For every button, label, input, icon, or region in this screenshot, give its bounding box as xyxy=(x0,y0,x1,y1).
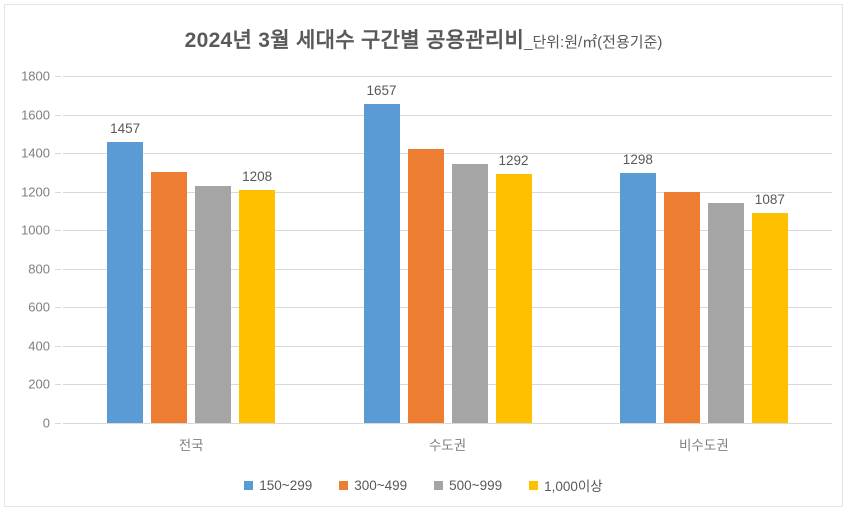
bar[interactable] xyxy=(407,148,444,423)
legend-label: 300~499 xyxy=(354,477,408,493)
y-axis-tick xyxy=(55,423,61,424)
chart-title: 2024년 3월 세대수 구간별 공용관리비_단위:원/㎡(전용기준) xyxy=(5,24,842,54)
bar-value-label: 1208 xyxy=(242,169,273,185)
legend-item[interactable]: 1,000이상 xyxy=(529,475,603,495)
y-axis-tick xyxy=(55,230,61,232)
legend-item[interactable]: 150~299 xyxy=(244,478,312,493)
y-axis-tick xyxy=(55,114,61,116)
bar[interactable] xyxy=(495,173,532,423)
y-axis-label: 1600 xyxy=(21,107,50,123)
legend-label: 150~299 xyxy=(259,477,313,493)
legend-item[interactable]: 300~499 xyxy=(339,478,407,493)
gridline xyxy=(63,114,832,116)
bar[interactable] xyxy=(195,186,232,423)
bar[interactable] xyxy=(451,163,488,423)
y-axis-label: 0 xyxy=(42,415,50,431)
legend-swatch-icon xyxy=(529,480,539,490)
gridline xyxy=(63,384,832,386)
y-axis-tick xyxy=(55,268,61,270)
y-axis-tick xyxy=(55,345,61,347)
bar[interactable] xyxy=(751,213,788,423)
y-axis-tick xyxy=(55,76,61,77)
bar-value-label: 1657 xyxy=(366,82,397,98)
bar[interactable] xyxy=(363,103,400,423)
gridline xyxy=(63,423,832,424)
bar[interactable] xyxy=(239,190,276,423)
bar-value-label: 1457 xyxy=(110,121,141,137)
legend-swatch-icon xyxy=(244,480,254,490)
x-axis-category-label: 전국 xyxy=(178,438,204,453)
y-axis-tick xyxy=(55,307,61,309)
bar[interactable] xyxy=(663,192,700,423)
y-axis-label: 800 xyxy=(28,261,50,277)
bar-value-label: 1087 xyxy=(754,192,785,208)
bar-value-label: 1292 xyxy=(498,152,529,168)
chart-container: 2024년 3월 세대수 구간별 공용관리비_단위:원/㎡(전용기준) 1800… xyxy=(4,4,843,507)
bar[interactable] xyxy=(107,142,144,423)
y-axis-label: 1200 xyxy=(21,184,50,200)
y-axis-label: 400 xyxy=(28,338,50,354)
bar[interactable] xyxy=(707,203,744,423)
y-axis-label: 1400 xyxy=(21,145,50,161)
bar[interactable] xyxy=(619,172,656,423)
bar-value-label: 1298 xyxy=(622,151,653,167)
legend-label: 1,000이상 xyxy=(544,479,603,494)
gridline xyxy=(63,191,832,193)
gridline xyxy=(63,153,832,155)
legend-swatch-icon xyxy=(434,480,444,490)
chart-title-main: 2024년 3월 세대수 구간별 공용관리비 xyxy=(184,29,525,52)
y-axis-label: 600 xyxy=(28,299,50,315)
y-axis-label: 1800 xyxy=(21,68,50,84)
y-axis-tick xyxy=(55,153,61,155)
gridline xyxy=(63,345,832,347)
y-axis-tick xyxy=(55,384,61,386)
legend-label: 500~999 xyxy=(449,477,503,493)
gridline xyxy=(63,307,832,309)
y-axis-label: 200 xyxy=(28,376,50,392)
gridline xyxy=(63,230,832,232)
bar[interactable] xyxy=(151,171,188,423)
gridline xyxy=(63,268,832,270)
y-axis-label: 1000 xyxy=(21,222,50,238)
chart-title-subtitle: _단위:원/㎡(전용기준) xyxy=(524,34,663,51)
plot-area: 1800 1600 1400 1200 1000 800 600 400 200 0 1457 120… xyxy=(21,69,832,453)
x-axis-category-label: 비수도권 xyxy=(678,438,729,453)
chart-legend: 150~299 300~499 500~999 1,000이상 xyxy=(5,475,842,495)
legend-item[interactable]: 500~999 xyxy=(434,478,502,493)
y-axis-tick xyxy=(55,191,61,193)
x-axis-category-label: 수도권 xyxy=(428,438,467,453)
legend-swatch-icon xyxy=(339,480,349,490)
gridline xyxy=(63,76,832,77)
